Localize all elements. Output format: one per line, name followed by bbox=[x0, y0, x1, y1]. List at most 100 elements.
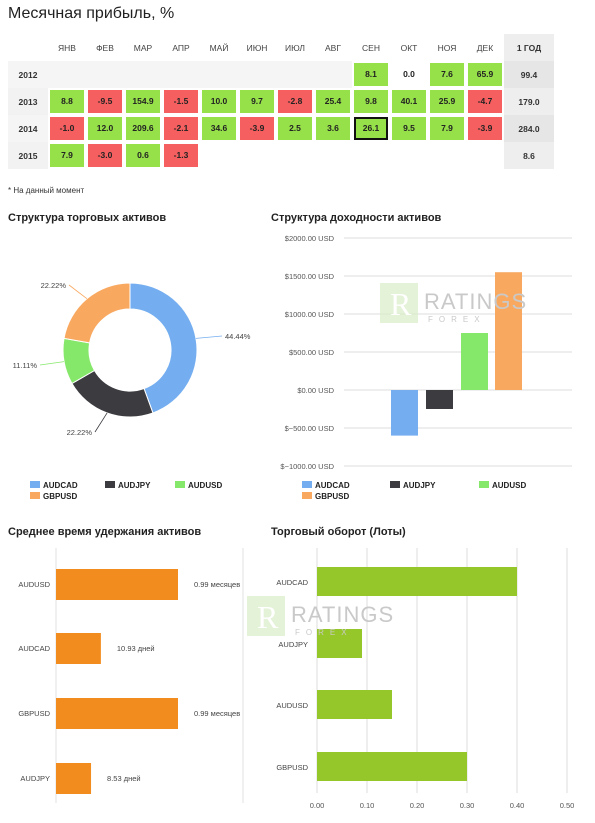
empty-cell bbox=[314, 61, 352, 88]
profit-cell: 34.6 bbox=[200, 115, 238, 142]
year-total: 179.0 bbox=[504, 88, 554, 115]
month-header: НОЯ bbox=[437, 42, 457, 53]
profit-cell: -3.9 bbox=[238, 115, 276, 142]
profit-cell: 10.0 bbox=[200, 88, 238, 115]
page-title: Месячная прибыль, % bbox=[8, 5, 175, 22]
legend-label: AUDJPY bbox=[403, 481, 436, 490]
profit-cell: 0.0 bbox=[390, 61, 428, 88]
profit-value: 25.4 bbox=[316, 90, 350, 113]
bar-audcad bbox=[391, 390, 418, 436]
profit-cell: 7.6 bbox=[428, 61, 466, 88]
month-header: ЯНВ bbox=[58, 42, 76, 53]
legend-swatch bbox=[30, 481, 40, 488]
empty-cell bbox=[162, 61, 200, 88]
footnote: * На данный момент bbox=[8, 186, 85, 195]
category-label: AUDCAD bbox=[18, 644, 50, 653]
profit-value: 8.8 bbox=[50, 90, 84, 113]
bar-value-label: 8.53 дней bbox=[107, 774, 141, 783]
profit-cell: -2.8 bbox=[276, 88, 314, 115]
holding-time-chart-title: Среднее время удержания активов bbox=[8, 526, 202, 538]
category-label: AUDJPY bbox=[20, 774, 50, 783]
profit-cell: 26.1 bbox=[352, 115, 390, 142]
pie-connector bbox=[39, 361, 65, 366]
legend-swatch bbox=[175, 481, 185, 488]
legend-item-audcad: AUDCAD bbox=[302, 481, 350, 490]
profit-value: 9.8 bbox=[354, 90, 388, 113]
category-label: AUDJPY bbox=[278, 640, 308, 649]
profit-value: 209.6 bbox=[126, 117, 160, 140]
legend-swatch bbox=[390, 481, 400, 488]
profit-cell: 9.7 bbox=[238, 88, 276, 115]
pie-connector bbox=[94, 412, 108, 433]
pie-connector bbox=[195, 335, 223, 339]
month-header: МАР bbox=[133, 42, 153, 53]
asset-structure-donut-chart: 44.44% 22.22% 11.11% 22.22% bbox=[13, 281, 251, 437]
bar-audusd bbox=[461, 333, 488, 390]
profit-value: -1.0 bbox=[50, 117, 84, 140]
profit-value: 0.6 bbox=[126, 144, 160, 167]
month-header: ИЮН bbox=[246, 42, 268, 53]
month-header: ОКТ bbox=[400, 42, 418, 53]
table-row: 2015 7.9 -3.0 0.6 -1.3 8.6 bbox=[8, 142, 554, 169]
profit-cell: 40.1 bbox=[390, 88, 428, 115]
profit-value: 34.6 bbox=[202, 117, 236, 140]
profit-value: -1.5 bbox=[164, 90, 198, 113]
profit-value: 40.1 bbox=[392, 90, 426, 113]
profit-value: -9.5 bbox=[88, 90, 122, 113]
empty-cell bbox=[314, 142, 352, 169]
profit-cell: -1.5 bbox=[162, 88, 200, 115]
x-tick-label: 0.00 bbox=[310, 801, 325, 810]
legend-label: GBPUSD bbox=[43, 492, 78, 501]
legend-item-audusd: AUDUSD bbox=[479, 481, 526, 490]
y-tick-label: $500.00 USD bbox=[289, 348, 335, 357]
bar-audjpy bbox=[56, 763, 92, 794]
profit-structure-bar-chart: $2000.00 USD $1500.00 USD $1000.00 USD $500… bbox=[280, 234, 572, 471]
table-row: 2013 8.8 -9.5 154.9 -1.5 10.0 9.7 -2.8 25.4 9.8 40… bbox=[8, 88, 554, 115]
bar-gbpusd bbox=[495, 272, 522, 390]
profit-value: -2.1 bbox=[164, 117, 198, 140]
pie-connector bbox=[68, 284, 88, 299]
year-label: 2012 bbox=[8, 61, 48, 88]
year-total: 284.0 bbox=[504, 115, 554, 142]
bar-value-label: 0.99 месяцев bbox=[194, 580, 240, 589]
profit-cell: -4.7 bbox=[466, 88, 504, 115]
legend-swatch bbox=[302, 492, 312, 499]
y-tick-label: $2000.00 USD bbox=[285, 234, 335, 243]
legend-label: AUDJPY bbox=[118, 481, 151, 490]
empty-cell bbox=[428, 142, 466, 169]
pie-value-label: 22.22% bbox=[67, 428, 93, 437]
legend-item-audjpy: AUDJPY bbox=[105, 481, 150, 490]
empty-cell bbox=[238, 61, 276, 88]
profit-cell: 209.6 bbox=[124, 115, 162, 142]
profit-cell: 65.9 bbox=[466, 61, 504, 88]
empty-cell bbox=[124, 61, 162, 88]
legend-item-audjpy: AUDJPY bbox=[390, 481, 435, 490]
y-tick-label: $−500.00 USD bbox=[285, 424, 335, 433]
monthly-profit-table: ЯНВ ФЕВ МАР АПР МАЙ ИЮН ИЮЛ АВГ СЕН ОКТ НОЯ ДЕК 1 ГО… bbox=[8, 34, 554, 169]
x-tick-label: 0.10 bbox=[360, 801, 375, 810]
profit-cell: 12.0 bbox=[86, 115, 124, 142]
asset-structure-legend: AUDCAD AUDJPY AUDUSD GBPUSD bbox=[30, 481, 270, 503]
empty-cell bbox=[352, 142, 390, 169]
profit-value: 7.6 bbox=[430, 63, 464, 86]
profit-cell: -1.3 bbox=[162, 142, 200, 169]
table-row: 2012 8.1 0.0 7.6 65.9 99.4 bbox=[8, 61, 554, 88]
profit-value: -1.3 bbox=[164, 144, 198, 167]
x-tick-label: 0.30 bbox=[460, 801, 475, 810]
profit-cell: 8.8 bbox=[48, 88, 86, 115]
profit-cell: -2.1 bbox=[162, 115, 200, 142]
legend-item-gbpusd: GBPUSD bbox=[302, 492, 349, 501]
header-corner bbox=[8, 34, 48, 61]
month-header: МАЙ bbox=[209, 42, 229, 53]
pie-slice-audjpy bbox=[71, 369, 154, 418]
y-tick-label: $1000.00 USD bbox=[285, 310, 335, 319]
profit-value: 2.5 bbox=[278, 117, 312, 140]
bar-gbpusd bbox=[317, 752, 467, 781]
category-label: GBPUSD bbox=[18, 709, 50, 718]
profit-cell: -1.0 bbox=[48, 115, 86, 142]
bar-value-label: 10.93 дней bbox=[117, 644, 155, 653]
profit-cell: -3.9 bbox=[466, 115, 504, 142]
profit-cell: 7.9 bbox=[428, 115, 466, 142]
profit-cell: 8.1 bbox=[352, 61, 390, 88]
legend-label: AUDUSD bbox=[492, 481, 527, 490]
